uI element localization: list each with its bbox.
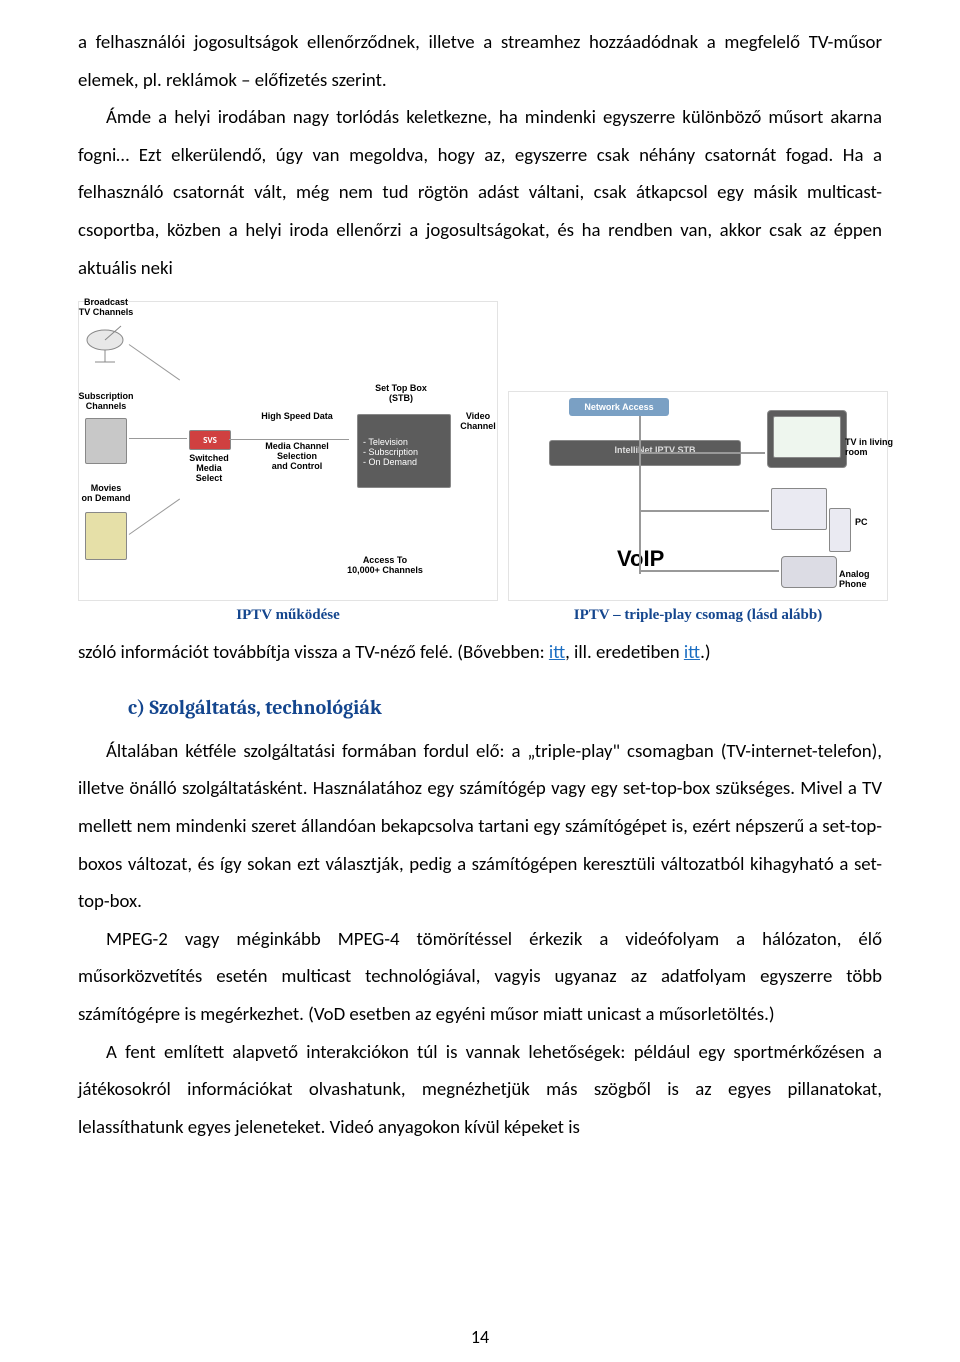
paragraph-block-1: a felhasználói jogosultságok ellenőrződn… — [78, 24, 882, 287]
figure-left-image: BroadcastTV Channels SubscriptionChannel… — [78, 301, 498, 601]
figure-left-caption: IPTV működése — [236, 607, 340, 624]
connector-line — [639, 570, 779, 572]
label-network-access: Network Access — [569, 398, 669, 416]
figures-row: BroadcastTV Channels SubscriptionChannel… — [78, 301, 882, 624]
para3-text-a: szóló információt továbbítja vissza a TV… — [78, 641, 549, 664]
connector-line — [129, 499, 180, 535]
figure-right: Network Access IntelliNet IPTV STB TV in… — [508, 391, 888, 624]
label-intellinet-stb: IntelliNet IPTV STB — [605, 446, 705, 456]
label-tv: TV in living room — [845, 438, 901, 458]
figure-left: BroadcastTV Channels SubscriptionChannel… — [78, 301, 498, 624]
phone-icon — [781, 556, 837, 588]
para3-text-c: .) — [700, 641, 710, 664]
connector-line — [639, 452, 765, 454]
label-stb: Set Top Box(STB) — [361, 384, 441, 404]
page-number: 14 — [0, 1326, 960, 1348]
paragraph-6: A fent említett alapvető interakciókon t… — [78, 1034, 882, 1147]
connector-line — [129, 438, 187, 439]
label-pc: PC — [855, 518, 885, 528]
storage-icon — [85, 512, 127, 560]
label-stb-lines: - Television- Subscription- On Demand — [363, 438, 443, 468]
page: a felhasználói jogosultságok ellenőrződn… — [0, 0, 960, 1362]
paragraph-block-2: Általában kétféle szolgáltatási formában… — [78, 733, 882, 1147]
connector-line — [639, 510, 769, 512]
connector-line — [639, 416, 641, 574]
para3-text-b: , ill. eredetiben — [565, 641, 684, 664]
link-itt-1[interactable]: itt — [549, 641, 565, 664]
label-analog-phone: Analog Phone — [839, 570, 899, 590]
label-broadcast: BroadcastTV Channels — [71, 298, 141, 318]
satellite-dish-icon — [83, 322, 129, 364]
connector-line — [129, 344, 180, 380]
paragraph-5: MPEG-2 vagy méginkább MPEG-4 tömörítésse… — [78, 921, 882, 1034]
label-access: Access To10,000+ Channels — [325, 556, 445, 576]
server-icon — [85, 418, 127, 464]
figure-right-caption: IPTV – triple-play csomag (lásd alább) — [574, 607, 823, 624]
figure-right-image: Network Access IntelliNet IPTV STB TV in… — [508, 391, 888, 601]
paragraph-1: a felhasználói jogosultságok ellenőrződn… — [78, 24, 882, 99]
label-movies: Movieson Demand — [71, 484, 141, 504]
pc-monitor-icon — [771, 488, 827, 530]
heading-section-c: c) Szolgáltatás, technológiák — [128, 696, 882, 719]
tv-screen-icon — [773, 416, 841, 458]
paragraph-2: Ámde a helyi irodában nagy torlódás kele… — [78, 99, 882, 287]
label-mediachannel: Media ChannelSelectionand Control — [251, 442, 343, 472]
label-video: VideoChannel — [455, 412, 501, 432]
label-subscription: SubscriptionChannels — [71, 392, 141, 412]
svs-node: SVS — [189, 430, 231, 450]
paragraph-3: szóló információt továbbítja vissza a TV… — [78, 634, 882, 672]
paragraph-4: Általában kétféle szolgáltatási formában… — [78, 733, 882, 921]
pc-tower-icon — [829, 508, 851, 552]
connector-line — [229, 439, 349, 440]
label-switched: SwitchedMediaSelect — [177, 454, 241, 484]
label-highspeed: High Speed Data — [251, 412, 343, 422]
link-itt-2[interactable]: itt — [684, 641, 700, 664]
